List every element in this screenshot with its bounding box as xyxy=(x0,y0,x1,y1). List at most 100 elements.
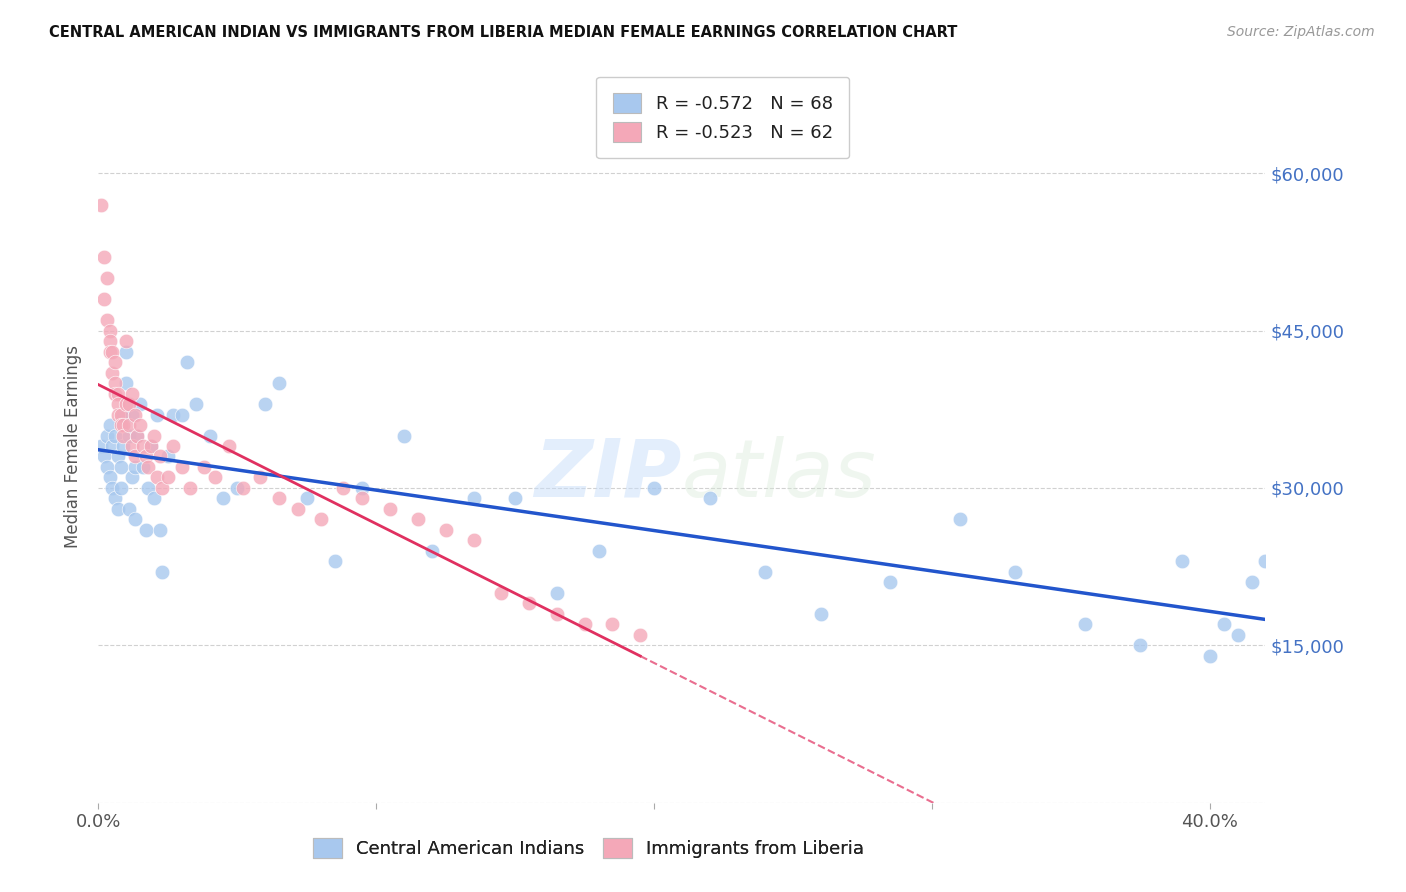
Point xyxy=(309,512,332,526)
Point xyxy=(107,397,129,411)
Point xyxy=(127,428,149,442)
Point xyxy=(204,470,226,484)
Point xyxy=(1254,554,1277,568)
Point xyxy=(463,533,485,548)
Point xyxy=(93,292,115,306)
Point xyxy=(124,450,146,464)
Text: ZIP: ZIP xyxy=(534,435,682,514)
Point xyxy=(1226,628,1249,642)
Point xyxy=(754,565,776,579)
Point xyxy=(118,428,141,442)
Point xyxy=(124,408,146,422)
Point xyxy=(110,481,132,495)
Point xyxy=(879,575,901,590)
Legend: Central American Indians, Immigrants from Liberia: Central American Indians, Immigrants fro… xyxy=(307,830,872,865)
Point xyxy=(352,491,374,506)
Point xyxy=(143,491,166,506)
Point xyxy=(226,481,249,495)
Point xyxy=(332,481,354,495)
Point xyxy=(406,512,429,526)
Point xyxy=(135,450,157,464)
Point xyxy=(98,470,121,484)
Point xyxy=(118,417,141,432)
Point xyxy=(232,481,254,495)
Point xyxy=(110,460,132,475)
Text: CENTRAL AMERICAN INDIAN VS IMMIGRANTS FROM LIBERIA MEDIAN FEMALE EARNINGS CORREL: CENTRAL AMERICAN INDIAN VS IMMIGRANTS FR… xyxy=(49,25,957,40)
Point xyxy=(93,250,115,264)
Point xyxy=(96,271,118,285)
Point xyxy=(104,376,127,390)
Point xyxy=(643,481,665,495)
Point xyxy=(602,617,624,632)
Point xyxy=(1171,554,1194,568)
Point xyxy=(193,460,215,475)
Point xyxy=(112,417,135,432)
Point xyxy=(267,376,290,390)
Point xyxy=(98,344,121,359)
Point xyxy=(127,428,149,442)
Point xyxy=(267,491,290,506)
Point xyxy=(176,355,198,369)
Point xyxy=(110,408,132,422)
Point xyxy=(179,481,201,495)
Point xyxy=(628,628,651,642)
Point xyxy=(546,586,568,600)
Point xyxy=(104,428,127,442)
Point xyxy=(129,397,152,411)
Point xyxy=(699,491,721,506)
Point xyxy=(124,512,146,526)
Point xyxy=(124,460,146,475)
Point xyxy=(107,408,129,422)
Point xyxy=(107,386,129,401)
Point xyxy=(156,450,179,464)
Point xyxy=(162,439,184,453)
Point xyxy=(150,565,173,579)
Point xyxy=(491,586,513,600)
Point xyxy=(118,502,141,516)
Point xyxy=(148,450,170,464)
Point xyxy=(170,460,193,475)
Point xyxy=(198,428,221,442)
Point xyxy=(107,502,129,516)
Point xyxy=(129,417,152,432)
Point xyxy=(121,408,143,422)
Point xyxy=(1129,639,1152,653)
Point xyxy=(93,450,115,464)
Point xyxy=(135,523,157,537)
Point xyxy=(112,408,135,422)
Point xyxy=(212,491,235,506)
Point xyxy=(121,470,143,484)
Point xyxy=(90,197,112,211)
Point xyxy=(254,397,277,411)
Point xyxy=(141,439,163,453)
Point xyxy=(503,491,526,506)
Point xyxy=(101,366,124,380)
Point xyxy=(392,428,415,442)
Point xyxy=(218,439,240,453)
Point xyxy=(112,428,135,442)
Y-axis label: Median Female Earnings: Median Female Earnings xyxy=(65,344,83,548)
Point xyxy=(132,460,155,475)
Point xyxy=(90,439,112,453)
Point xyxy=(110,417,132,432)
Point xyxy=(463,491,485,506)
Point xyxy=(249,470,271,484)
Point xyxy=(138,460,160,475)
Point xyxy=(1212,617,1234,632)
Point xyxy=(104,386,127,401)
Point xyxy=(295,491,318,506)
Point xyxy=(96,313,118,327)
Point xyxy=(1074,617,1097,632)
Point xyxy=(115,397,138,411)
Point xyxy=(1198,648,1220,663)
Point xyxy=(517,596,540,610)
Point xyxy=(146,408,169,422)
Point xyxy=(101,439,124,453)
Point xyxy=(101,344,124,359)
Point xyxy=(574,617,596,632)
Point xyxy=(420,544,443,558)
Text: atlas: atlas xyxy=(682,435,877,514)
Point xyxy=(101,481,124,495)
Point xyxy=(170,408,193,422)
Point xyxy=(118,397,141,411)
